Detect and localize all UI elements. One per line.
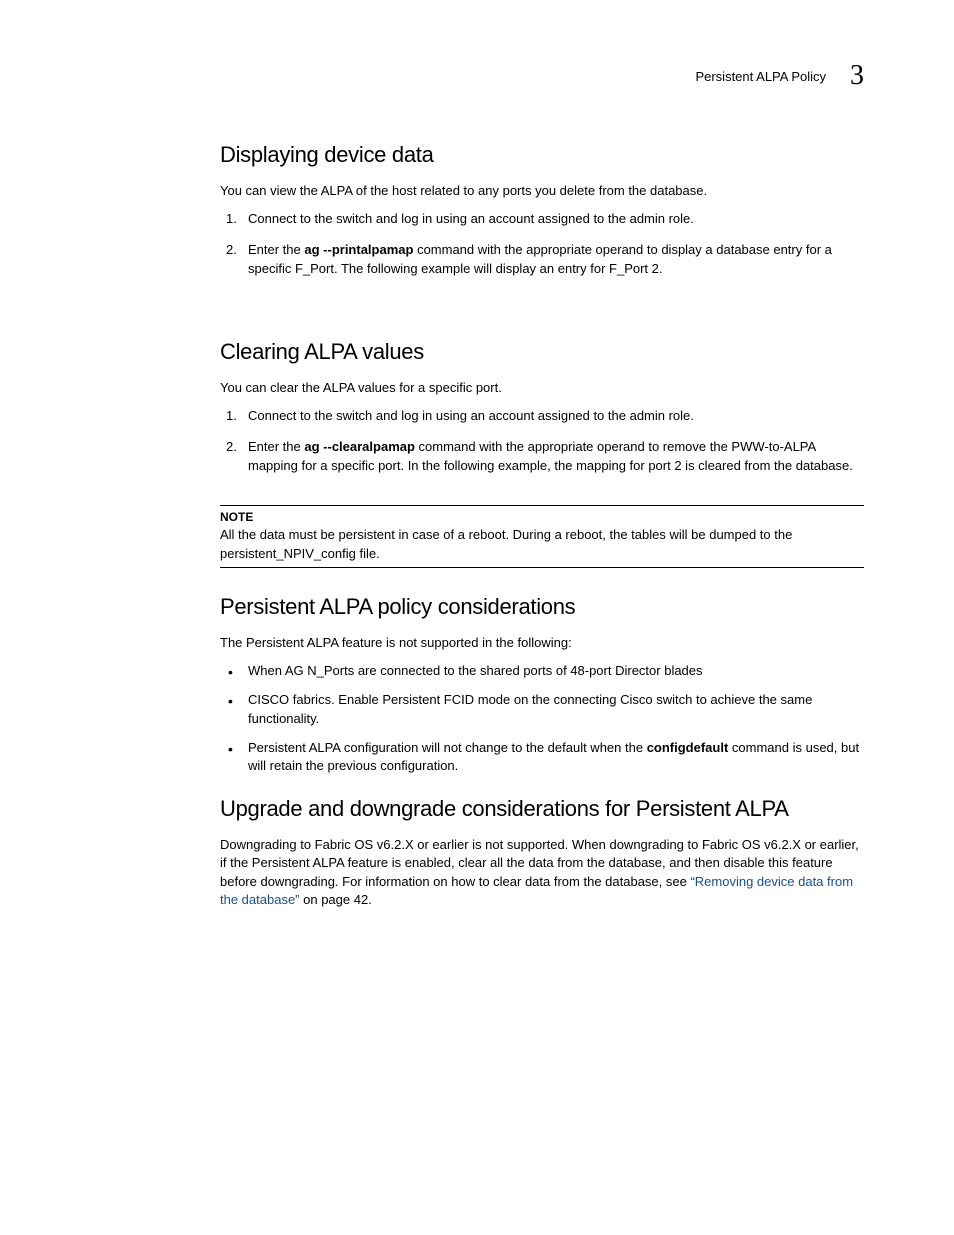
displaying-intro: You can view the ALPA of the host relate… <box>220 182 864 200</box>
step-number: 1. <box>226 407 248 426</box>
step-text-a: Enter the <box>248 439 304 454</box>
note-rule-top <box>220 505 864 506</box>
running-header: Persistent ALPA Policy 3 <box>80 60 874 92</box>
command-text: ag ‑‑printalpamap <box>304 242 413 257</box>
step-number: 2. <box>226 438 248 457</box>
step-number: 1. <box>226 210 248 229</box>
note-body: All the data must be persistent in case … <box>220 526 864 562</box>
bullet-text: CISCO fabrics. Enable Persistent FCID mo… <box>248 692 812 726</box>
step-number: 2. <box>226 241 248 260</box>
running-head-text: Persistent ALPA Policy <box>695 69 826 84</box>
note-block: NOTE All the data must be persistent in … <box>220 505 864 567</box>
considerations-intro: The Persistent ALPA feature is not suppo… <box>220 634 864 652</box>
chapter-number: 3 <box>850 60 864 92</box>
displaying-steps: 1.Connect to the switch and log in using… <box>220 210 864 279</box>
clearing-step-1: 1.Connect to the switch and log in using… <box>220 407 864 426</box>
clearing-title: Clearing ALPA values <box>220 339 864 365</box>
step-text: Connect to the switch and log in using a… <box>248 408 694 423</box>
considerations-list: When AG N_Ports are connected to the sha… <box>220 662 864 776</box>
note-label: NOTE <box>220 510 864 524</box>
command-text: ag ‑‑clearalpamap <box>304 439 415 454</box>
considerations-title: Persistent ALPA policy considerations <box>220 594 864 620</box>
considerations-item-1: When AG N_Ports are connected to the sha… <box>220 662 864 681</box>
displaying-step-2: 2.Enter the ag ‑‑printalpamap command wi… <box>220 241 864 279</box>
upgrade-text-b: on page 42. <box>300 892 372 907</box>
main-content: Displaying device data You can view the … <box>220 142 864 909</box>
displaying-title: Displaying device data <box>220 142 864 168</box>
clearing-step-2: 2.Enter the ag ‑‑clearalpamap command wi… <box>220 438 864 476</box>
considerations-item-2: CISCO fabrics. Enable Persistent FCID mo… <box>220 691 864 729</box>
displaying-step-1: 1.Connect to the switch and log in using… <box>220 210 864 229</box>
clearing-intro: You can clear the ALPA values for a spec… <box>220 379 864 397</box>
clearing-steps: 1.Connect to the switch and log in using… <box>220 407 864 476</box>
upgrade-paragraph: Downgrading to Fabric OS v6.2.X or earli… <box>220 836 864 909</box>
spacer <box>220 299 864 339</box>
bullet-text: When AG N_Ports are connected to the sha… <box>248 663 703 678</box>
bullet-text-a: Persistent ALPA configuration will not c… <box>248 740 647 755</box>
step-text-a: Enter the <box>248 242 304 257</box>
upgrade-title: Upgrade and downgrade considerations for… <box>220 796 864 822</box>
page: Persistent ALPA Policy 3 Displaying devi… <box>0 0 954 979</box>
considerations-item-3: Persistent ALPA configuration will not c… <box>220 739 864 777</box>
note-rule-bottom <box>220 567 864 568</box>
command-text: configdefault <box>647 740 729 755</box>
step-text: Connect to the switch and log in using a… <box>248 211 694 226</box>
